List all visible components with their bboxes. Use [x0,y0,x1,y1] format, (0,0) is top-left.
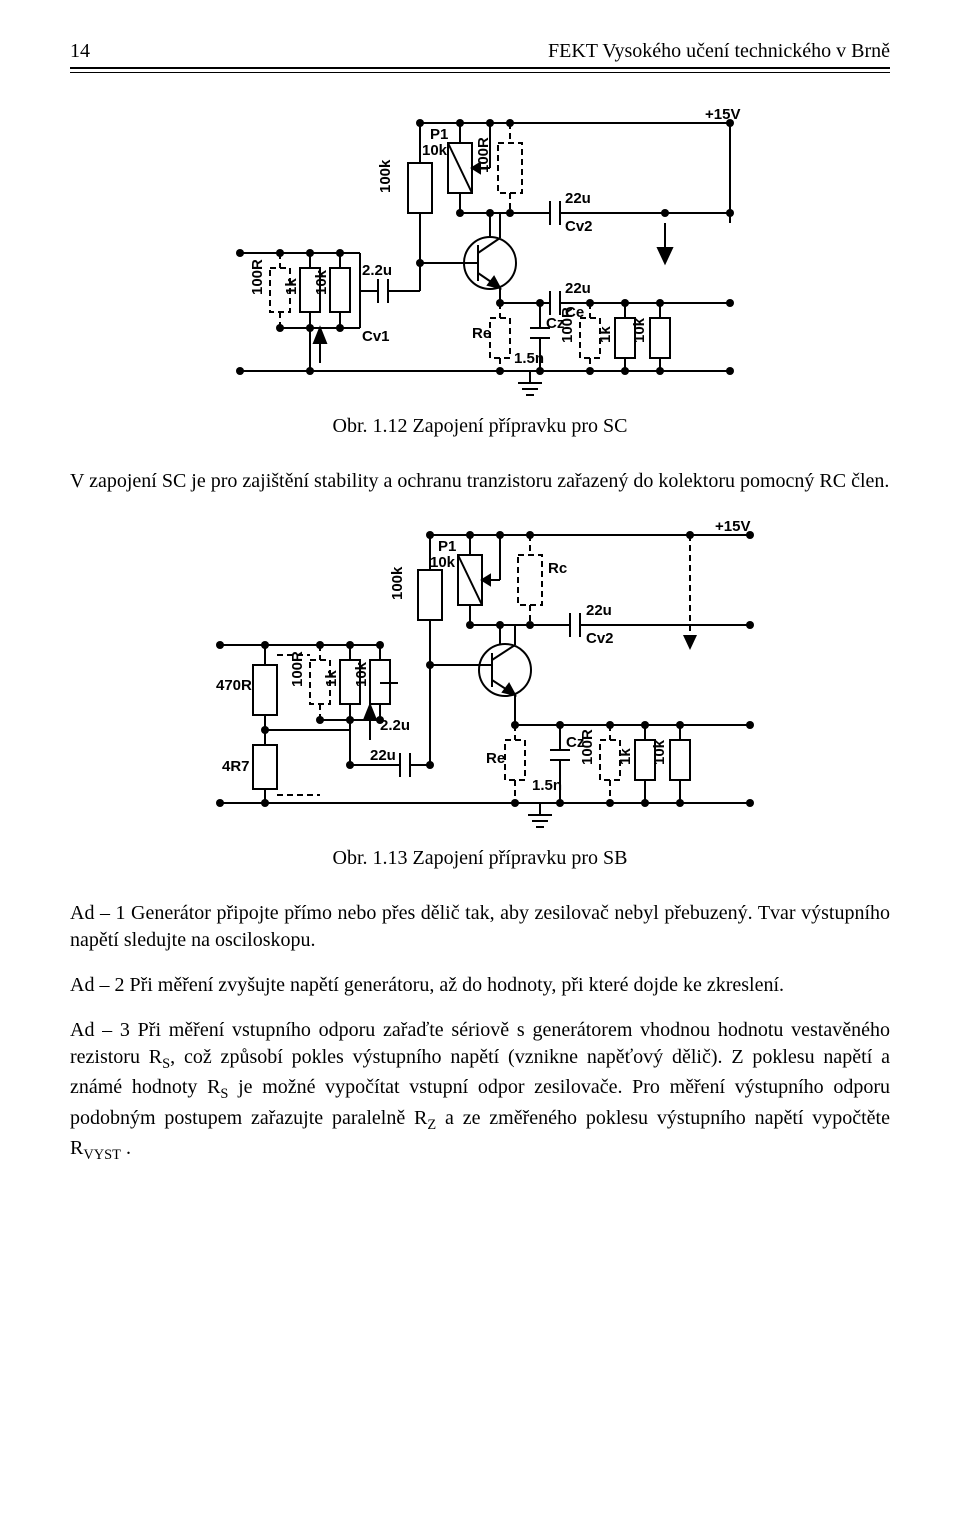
label-100k: 100k [377,159,394,193]
label-100R-in-2: 100R [289,651,306,687]
label-Rc: Rc [548,560,567,577]
label-4R7: 4R7 [222,758,250,775]
figure-2: P1 10k Rc +15V 100k 22u Cv2 100R 1k 10k … [70,515,890,835]
label-100R-in: 100R [249,259,266,295]
label-P1-2: P1 [438,538,456,555]
figure-1: P1 10k 100k 100R +15V 22u Cv2 100R 1k 10… [70,103,890,403]
label-P1: P1 [430,126,448,143]
label-10k-out: 10k [631,317,648,343]
header-title: FEKT Vysokého učení technického v Brně [548,40,890,63]
paragraph-4: Ad – 3 Při měření vstupního odporu zařaď… [70,1017,890,1166]
label-22u-e: 22u [565,280,591,297]
label-Re: Re [472,325,491,342]
label-Cv1: Cv1 [362,328,390,345]
page-number: 14 [70,40,90,63]
label-100R-out-2: 100R [579,729,596,765]
label-10k-in: 10k [313,269,330,295]
label-1k-in-2: 1k [323,670,340,687]
label-Re-2: Re [486,750,505,767]
label-15v: +15V [705,106,740,123]
label-Cz-val-2: 1.5n [532,777,562,794]
label-2.2u-2: 2.2u [380,717,410,734]
paragraph-1: V zapojení SC je pro zajištění stability… [70,468,890,495]
label-100R-top: 100R [475,137,492,173]
label-22u-cv2: 22u [586,602,612,619]
label-P1-val: 10k [422,142,448,159]
label-22u-top: 22u [565,190,591,207]
label-1k-out: 1k [597,326,614,343]
label-1k-in: 1k [283,278,300,295]
label-10k-out-2: 10k [651,739,668,765]
label-470R: 470R [216,677,252,694]
label-10k-in-2: 10k [353,661,370,687]
label-22u-in: 22u [370,747,396,764]
header-divider [70,67,890,73]
label-Cv2-2: Cv2 [586,630,614,647]
paragraph-3: Ad – 2 Při měření zvyšujte napětí generá… [70,972,890,999]
label-15v-2: +15V [715,518,750,535]
paragraph-2: Ad – 1 Generátor připojte přímo nebo pře… [70,900,890,954]
label-1k-out-2: 1k [617,748,634,765]
label-Cv2: Cv2 [565,218,593,235]
label-100k-2: 100k [389,566,406,600]
label-P1-val-2: 10k [430,554,456,571]
figure-1-caption: Obr. 1.12 Zapojení přípravku pro SC [70,415,890,438]
label-Cz-val: 1.5n [514,350,544,367]
label-2.2u: 2.2u [362,262,392,279]
label-100R-out: 100R [559,307,576,343]
figure-2-caption: Obr. 1.13 Zapojení přípravku pro SB [70,847,890,870]
